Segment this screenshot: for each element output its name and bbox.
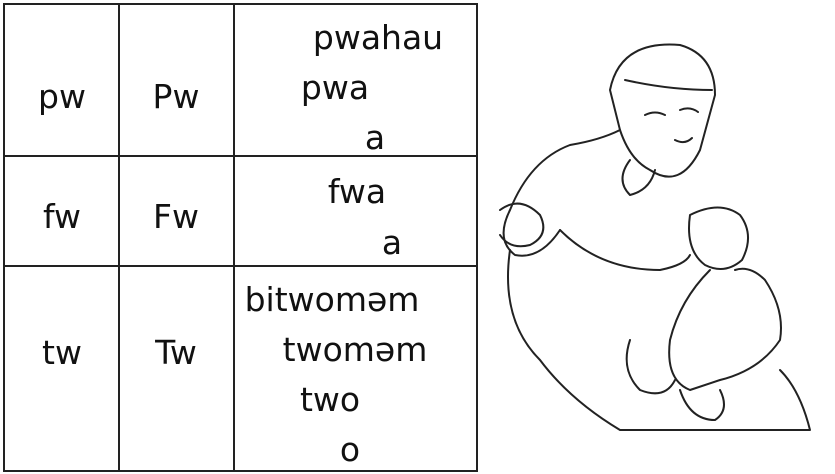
border bbox=[3, 470, 478, 472]
word: fwa bbox=[327, 172, 387, 211]
necklace bbox=[621, 159, 656, 196]
border bbox=[118, 3, 120, 472]
word: a bbox=[381, 223, 403, 262]
word: o bbox=[339, 430, 361, 469]
headscarf bbox=[624, 79, 713, 91]
baby-head bbox=[688, 206, 749, 270]
border bbox=[3, 155, 478, 157]
border bbox=[3, 3, 478, 5]
cell: tw bbox=[42, 333, 82, 372]
word: twoməm bbox=[282, 330, 428, 369]
cell: pw bbox=[38, 77, 86, 116]
baby-body bbox=[668, 267, 782, 391]
border bbox=[233, 3, 235, 472]
cell: fw bbox=[42, 197, 82, 236]
border bbox=[3, 3, 5, 472]
baby-legs bbox=[625, 339, 725, 421]
border bbox=[476, 3, 478, 472]
cell: Pw bbox=[152, 77, 200, 116]
word: a bbox=[364, 118, 386, 157]
cell: Fw bbox=[153, 197, 199, 236]
body bbox=[507, 249, 811, 431]
word: pwa bbox=[300, 68, 370, 107]
word: bitwoməm bbox=[244, 280, 420, 319]
word: pwahau bbox=[312, 18, 444, 57]
face bbox=[644, 107, 699, 144]
word: two bbox=[299, 380, 361, 419]
shoulder bbox=[502, 129, 621, 257]
cell: Tw bbox=[155, 333, 197, 372]
sleeve bbox=[499, 202, 545, 248]
border bbox=[3, 265, 478, 267]
arm bbox=[559, 229, 691, 271]
illustration bbox=[499, 43, 811, 431]
head bbox=[609, 43, 716, 178]
